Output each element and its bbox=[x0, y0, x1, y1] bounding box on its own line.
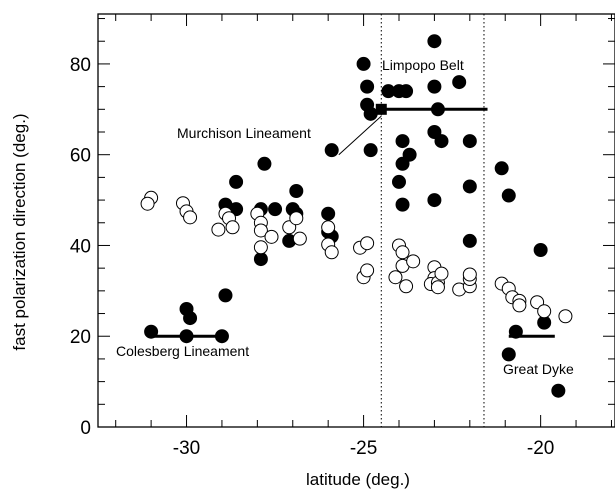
open-data-point bbox=[324, 245, 339, 260]
filled-data-point bbox=[399, 84, 414, 99]
open-data-point bbox=[321, 220, 336, 235]
filled-data-point bbox=[395, 197, 410, 212]
open-data-point bbox=[537, 304, 552, 319]
open-data-point bbox=[388, 270, 403, 285]
open-data-point bbox=[264, 229, 279, 244]
filled-data-point bbox=[501, 188, 516, 203]
annotation-limpopo-belt: Limpopo Belt bbox=[382, 57, 464, 73]
filled-data-point bbox=[508, 324, 523, 339]
y-tick-label: 0 bbox=[80, 418, 91, 439]
filled-data-point bbox=[427, 125, 442, 139]
filled-data-point bbox=[144, 324, 159, 339]
filled-data-point bbox=[229, 174, 244, 189]
open-data-point bbox=[558, 309, 573, 324]
open-data-point bbox=[434, 266, 449, 281]
y-axis-title: fast polarization direction (deg.) bbox=[10, 113, 29, 350]
filled-data-point bbox=[253, 252, 268, 267]
x-tick-label: -20 bbox=[527, 438, 554, 459]
open-data-point bbox=[225, 220, 240, 235]
y-tick-label: 40 bbox=[70, 236, 91, 257]
open-data-point bbox=[183, 210, 198, 225]
annotation-colesberg-lineament: Colesberg Lineament bbox=[116, 343, 249, 359]
filled-data-point bbox=[533, 243, 548, 257]
filled-data-point bbox=[551, 383, 566, 398]
reference-lines bbox=[151, 14, 555, 427]
open-data-point bbox=[289, 211, 304, 226]
open-data-point bbox=[406, 254, 421, 269]
open-data-point bbox=[462, 267, 477, 282]
filled-data-point bbox=[257, 156, 272, 171]
filled-data-point bbox=[501, 347, 516, 362]
plot-border bbox=[97, 13, 615, 428]
open-data-point bbox=[360, 263, 375, 278]
square-marker bbox=[375, 103, 387, 115]
filled-data-point bbox=[183, 311, 198, 326]
filled-data-point bbox=[427, 34, 442, 49]
filled-data-point bbox=[462, 179, 477, 194]
open-data-point bbox=[292, 231, 307, 246]
filled-data-point bbox=[218, 288, 233, 303]
filled-data-point bbox=[427, 79, 442, 94]
open-data-point bbox=[395, 245, 410, 260]
x-tick-label: -25 bbox=[350, 438, 377, 459]
filled-data-point bbox=[452, 75, 467, 90]
filled-data-point bbox=[462, 233, 477, 248]
filled-data-point bbox=[430, 102, 445, 117]
open-data-point bbox=[512, 298, 527, 313]
open-data-point bbox=[140, 196, 155, 211]
data-markers bbox=[140, 34, 573, 398]
filled-data-point bbox=[427, 193, 442, 208]
filled-data-point bbox=[289, 184, 304, 198]
open-data-point bbox=[211, 222, 226, 237]
filled-data-point bbox=[360, 79, 375, 94]
open-data-point bbox=[253, 223, 268, 238]
filled-data-point bbox=[462, 134, 477, 149]
annotation-connector-line bbox=[338, 115, 382, 156]
open-data-point bbox=[430, 280, 445, 295]
filled-data-point bbox=[494, 161, 509, 176]
open-data-point bbox=[253, 240, 268, 255]
y-tick-label: 80 bbox=[70, 55, 91, 76]
filled-data-point bbox=[179, 329, 194, 344]
filled-data-point bbox=[402, 147, 417, 162]
filled-data-point bbox=[395, 134, 410, 149]
filled-data-point bbox=[324, 143, 339, 158]
plot-frame bbox=[97, 13, 615, 428]
annotation-great-dyke: Great Dyke bbox=[503, 361, 574, 377]
y-tick-label: 60 bbox=[70, 146, 91, 167]
x-axis-title: latitude (deg.) bbox=[306, 470, 410, 489]
filled-data-point bbox=[356, 56, 371, 71]
filled-data-point bbox=[214, 329, 229, 344]
y-tick-label: 20 bbox=[70, 327, 91, 348]
filled-data-point bbox=[363, 106, 378, 121]
filled-data-point bbox=[321, 206, 336, 221]
open-data-point bbox=[399, 279, 414, 294]
filled-data-point bbox=[391, 174, 406, 189]
open-data-point bbox=[360, 236, 375, 251]
filled-data-point bbox=[268, 202, 283, 217]
tick-labels: -30 -25 -20 0 20 40 60 80 bbox=[70, 55, 555, 459]
x-tick-label: -30 bbox=[173, 438, 200, 459]
filled-data-point bbox=[363, 143, 378, 158]
annotation-murchison-lineament: Murchison Lineament bbox=[177, 125, 311, 141]
axis-ticks bbox=[98, 14, 615, 428]
